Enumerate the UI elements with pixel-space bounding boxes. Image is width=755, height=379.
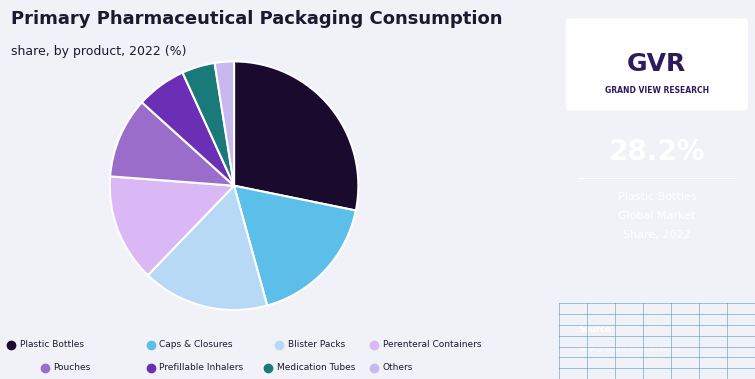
Text: Plastic Bottles: Plastic Bottles — [20, 340, 84, 349]
Text: Caps & Closures: Caps & Closures — [159, 340, 233, 349]
Text: GVR: GVR — [627, 52, 686, 77]
Text: Perenteral Containers: Perenteral Containers — [383, 340, 481, 349]
Text: GRAND VIEW RESEARCH: GRAND VIEW RESEARCH — [605, 86, 709, 96]
Text: share, by product, 2022 (%): share, by product, 2022 (%) — [11, 45, 186, 58]
Text: www.grandviewresearch.com: www.grandviewresearch.com — [578, 346, 681, 352]
Wedge shape — [109, 176, 234, 275]
Text: Share, 2022: Share, 2022 — [623, 230, 691, 240]
Wedge shape — [234, 186, 356, 305]
Wedge shape — [234, 61, 359, 211]
Wedge shape — [183, 63, 234, 186]
Text: Blister Packs: Blister Packs — [288, 340, 345, 349]
Wedge shape — [148, 186, 267, 310]
Text: Medication Tubes: Medication Tubes — [276, 363, 355, 372]
Wedge shape — [142, 72, 234, 186]
Text: Source:: Source: — [578, 325, 615, 334]
Text: 28.2%: 28.2% — [609, 138, 705, 166]
Text: Prefillable Inhalers: Prefillable Inhalers — [159, 363, 243, 372]
FancyBboxPatch shape — [566, 19, 747, 110]
Text: Global Market: Global Market — [618, 211, 695, 221]
Wedge shape — [214, 61, 234, 186]
Text: Primary Pharmaceutical Packaging Consumption: Primary Pharmaceutical Packaging Consump… — [11, 11, 503, 28]
Text: Others: Others — [383, 363, 413, 372]
Text: Pouches: Pouches — [53, 363, 91, 372]
Text: Plastic Bottles: Plastic Bottles — [618, 192, 696, 202]
Wedge shape — [110, 102, 234, 186]
